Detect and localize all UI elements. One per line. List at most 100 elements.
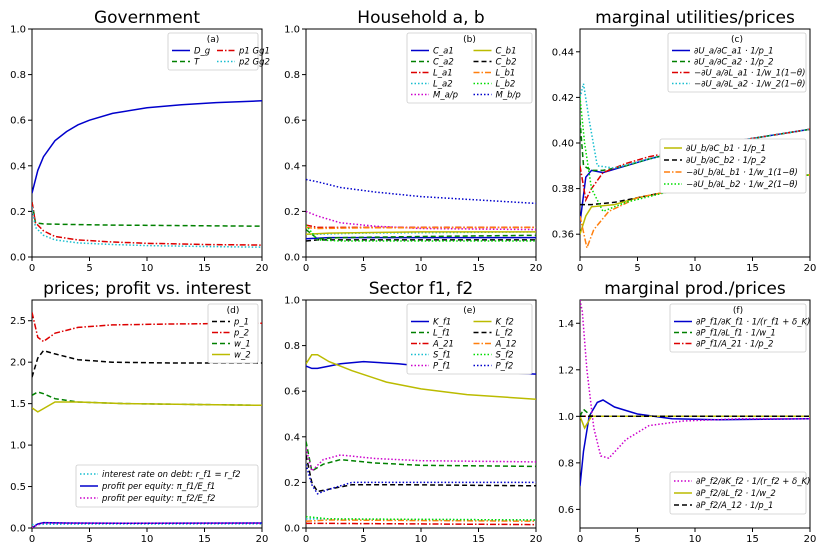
legend-entry-label: profit per equity: π_f1/E_f1 bbox=[101, 482, 215, 492]
y-tick-label: 1.5 bbox=[10, 399, 26, 410]
series-line-dg bbox=[32, 100, 262, 194]
legend-entry-label: p_2 bbox=[233, 329, 249, 339]
y-tick-label: 0.8 bbox=[284, 341, 300, 352]
y-tick-label: 0.40 bbox=[552, 139, 574, 150]
y-tick-label: 0.6 bbox=[10, 116, 26, 127]
x-tick-label: 20 bbox=[804, 534, 817, 545]
series-line-sf2 bbox=[306, 515, 536, 521]
x-tick-label: 20 bbox=[530, 263, 543, 274]
y-tick-label: 0.4 bbox=[284, 161, 300, 172]
y-tick-label: 0.8 bbox=[558, 458, 574, 469]
x-tick-label: 15 bbox=[746, 263, 759, 274]
legend-entry-label: w_2 bbox=[234, 351, 251, 361]
series-line-kf2 bbox=[306, 353, 536, 400]
x-tick-label: 15 bbox=[472, 263, 485, 274]
legend-entry-label: A_12 bbox=[495, 340, 517, 350]
legend-box bbox=[667, 32, 807, 93]
x-tick-label: 0 bbox=[303, 534, 309, 545]
x-tick-label: 20 bbox=[804, 263, 817, 274]
series-line-p2gg2 bbox=[32, 206, 262, 248]
y-tick-label: 0.2 bbox=[284, 207, 300, 218]
y-tick-label: 0.8 bbox=[284, 70, 300, 81]
legend-entry-label: T bbox=[194, 58, 200, 68]
x-tick-label: 10 bbox=[141, 263, 154, 274]
legend-entry-label: p2 Gg2 bbox=[238, 58, 270, 68]
x-tick-label: 0 bbox=[577, 263, 583, 274]
x-tick-label: 0 bbox=[29, 534, 35, 545]
panel-tag: (c) bbox=[731, 35, 743, 45]
legend-entry-label: C_b2 bbox=[496, 58, 517, 68]
series-line-t bbox=[32, 202, 262, 227]
series-line-pf1 bbox=[306, 448, 536, 473]
series-line-dpf1-dkf1 bbox=[580, 399, 810, 487]
series-line-dpf2-dkf2 bbox=[580, 300, 810, 460]
legend-entry-label: L_f2 bbox=[496, 329, 513, 339]
y-tick-label: 0.6 bbox=[284, 387, 300, 398]
legend-entry-label: K_f2 bbox=[496, 318, 514, 328]
series-line-p1gg1 bbox=[32, 202, 262, 246]
y-tick-label: 0.0 bbox=[284, 524, 300, 535]
x-tick-label: 5 bbox=[360, 263, 366, 274]
chart-title: Government bbox=[94, 8, 200, 28]
y-tick-label: 0.5 bbox=[10, 482, 26, 493]
series-line-w2 bbox=[32, 401, 262, 413]
chart-panel-4: Sector f1, f2 0 5 10 15 20 0.0 0.2 0.4 0.6 0.8 1.0 (… bbox=[284, 279, 542, 545]
series-line-pf2 bbox=[306, 463, 536, 495]
y-tick-label: 0.38 bbox=[552, 184, 574, 195]
chart-title: Sector f1, f2 bbox=[369, 279, 473, 299]
series-line-dua-dla1 bbox=[580, 128, 810, 203]
legend-box bbox=[669, 303, 807, 353]
series-line-ca2 bbox=[306, 229, 536, 240]
x-tick-label: 10 bbox=[141, 534, 154, 545]
panel-tag: (d) bbox=[227, 306, 240, 316]
y-tick-label: 0.36 bbox=[552, 230, 574, 241]
legend-entry-label: C_a2 bbox=[433, 58, 454, 68]
legend-box bbox=[75, 464, 259, 508]
chart-panel-2: marginal utilities/prices 0 5 10 15 20 0.36 0.3… bbox=[552, 8, 817, 274]
series-line-pi-f2 bbox=[32, 522, 262, 528]
chart-title: Household a, b bbox=[357, 8, 484, 28]
legend-entry-label: L_b2 bbox=[496, 80, 516, 90]
y-tick-label: 1.0 bbox=[558, 412, 574, 423]
y-tick-label: 0.42 bbox=[552, 93, 574, 104]
x-tick-label: 5 bbox=[634, 534, 640, 545]
x-tick-label: 10 bbox=[415, 263, 428, 274]
legend-box bbox=[167, 32, 259, 71]
y-tick-label: 1.0 bbox=[10, 441, 26, 452]
series-line-mb-p bbox=[306, 178, 536, 205]
legend-entry-label: A_21 bbox=[432, 340, 454, 350]
legend-entry-label: p_1 bbox=[233, 318, 249, 328]
legend-entry-label: P_f1 bbox=[433, 362, 451, 372]
panel-tag: (e) bbox=[463, 306, 476, 316]
legend-entry-label: S_f1 bbox=[433, 351, 451, 361]
legend-entry-label: K_f1 bbox=[433, 318, 451, 328]
y-tick-label: 0.6 bbox=[558, 505, 574, 516]
legend-entry-label: p1 Gg1 bbox=[238, 47, 270, 57]
y-tick-label: 0.2 bbox=[10, 207, 26, 218]
legend-entry-label: L_a2 bbox=[433, 80, 453, 90]
series-line-cb2 bbox=[306, 239, 536, 242]
legend-entry-label: ∂U_b/∂C_b1 · 1/p_1 bbox=[686, 144, 766, 154]
x-tick-label: 0 bbox=[577, 534, 583, 545]
legend-entry-label: C_a1 bbox=[433, 47, 454, 57]
x-tick-label: 0 bbox=[303, 263, 309, 274]
y-tick-label: 1.0 bbox=[284, 296, 300, 307]
series-line-lb1 bbox=[306, 226, 536, 230]
legend-entry-label: ∂U_a/∂C_a1 · 1/p_1 bbox=[694, 47, 774, 57]
y-tick-label: 0.6 bbox=[284, 116, 300, 127]
series-line-w1 bbox=[32, 391, 262, 407]
x-tick-label: 5 bbox=[86, 263, 92, 274]
x-tick-label: 15 bbox=[198, 263, 211, 274]
legend-entry-label: L_a1 bbox=[433, 69, 453, 79]
y-tick-label: 1.0 bbox=[10, 25, 26, 36]
x-tick-label: 20 bbox=[256, 534, 269, 545]
legend-entry-label: P_f2 bbox=[496, 362, 514, 372]
legend-entry-label: ∂U_a/∂C_a2 · 1/p_2 bbox=[694, 58, 774, 68]
x-tick-label: 10 bbox=[689, 534, 702, 545]
legend-entry-label: profit per equity: π_f2/E_f2 bbox=[101, 494, 215, 504]
legend-entry-label: ∂P_f1/A_21 · 1/p_2 bbox=[696, 340, 773, 350]
legend-entry-label: ∂U_b/∂C_b2 · 1/p_2 bbox=[686, 156, 766, 166]
legend-entry-label: interest rate on debt: r_f1 = r_f2 bbox=[102, 470, 241, 480]
x-tick-label: 15 bbox=[472, 534, 485, 545]
